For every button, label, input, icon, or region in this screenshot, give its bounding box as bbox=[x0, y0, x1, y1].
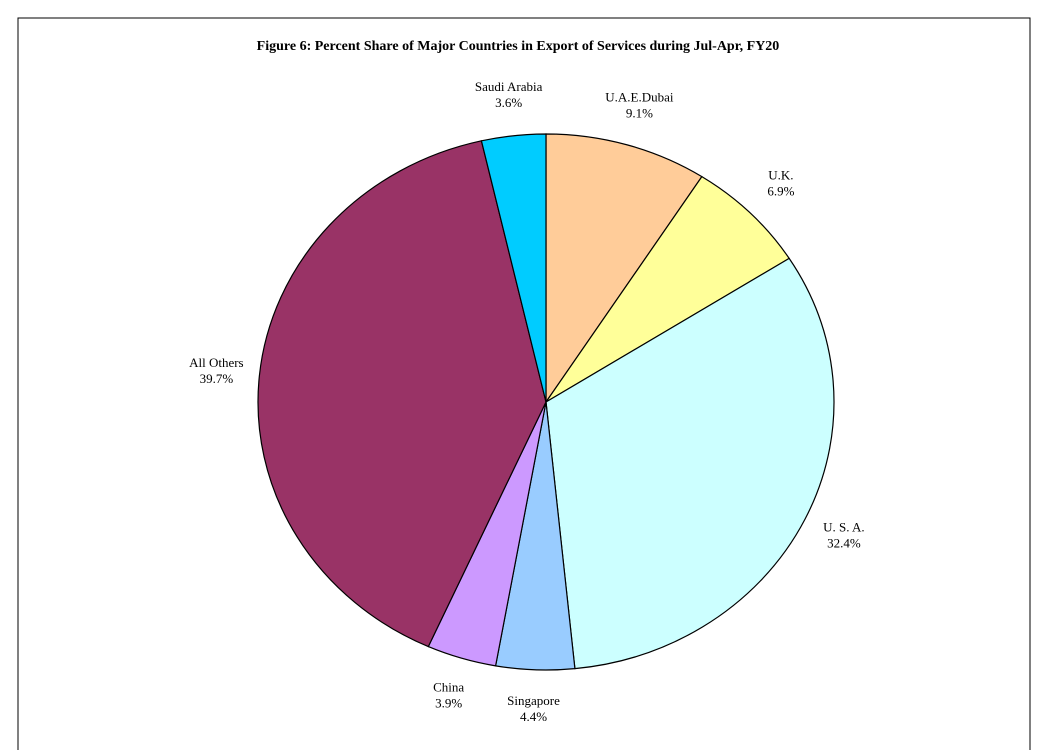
slice-label: U.A.E.Dubai bbox=[605, 89, 674, 104]
pie-slice bbox=[480, 133, 547, 403]
slice-value-label: 32.4% bbox=[827, 536, 861, 551]
slice-value-label: 9.1% bbox=[626, 105, 653, 120]
pie-slice bbox=[545, 133, 703, 404]
chart-frame bbox=[17, 17, 1031, 750]
chart-title: Figure 6: Percent Share of Major Countri… bbox=[257, 39, 780, 54]
slice-label: China bbox=[433, 680, 464, 695]
slice-value-label: 39.7% bbox=[200, 371, 234, 386]
slice-value-label: 3.9% bbox=[435, 696, 462, 711]
pie-slice bbox=[257, 140, 547, 648]
slice-value-label: 4.4% bbox=[520, 709, 547, 724]
pie-slice bbox=[545, 175, 791, 403]
pie-slice bbox=[545, 257, 835, 670]
slice-label: U.K. bbox=[768, 168, 793, 183]
slice-label: Saudi Arabia bbox=[475, 79, 543, 94]
slice-label: U. S. A. bbox=[823, 520, 865, 535]
slice-label: Singapore bbox=[507, 693, 560, 708]
slice-value-label: 6.9% bbox=[767, 184, 794, 199]
slice-value-label: 3.6% bbox=[495, 95, 522, 110]
slice-label: All Others bbox=[189, 355, 244, 370]
